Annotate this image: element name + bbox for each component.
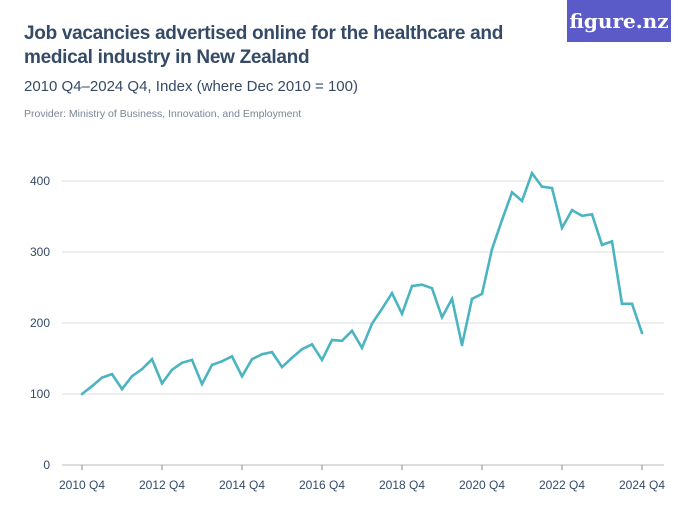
x-tick-label: 2012 Q4 <box>139 478 185 492</box>
data-point <box>390 291 394 295</box>
data-point <box>350 329 354 333</box>
data-point <box>410 284 414 288</box>
data-point <box>280 365 284 369</box>
x-tick-label: 2020 Q4 <box>459 478 505 492</box>
data-point <box>590 213 594 216</box>
data-point <box>400 312 404 316</box>
data-point <box>260 352 264 356</box>
data-point <box>130 374 134 378</box>
data-point <box>150 357 154 361</box>
data-point <box>530 171 534 175</box>
data-point <box>580 214 584 218</box>
data-point <box>370 322 374 326</box>
data-point <box>220 360 224 363</box>
data-point <box>100 376 104 379</box>
data-point <box>480 292 484 296</box>
data-point <box>310 343 314 346</box>
data-point <box>170 368 174 372</box>
data-point <box>490 247 494 251</box>
x-tick-label: 2022 Q4 <box>539 478 585 492</box>
data-point <box>420 283 424 286</box>
chart-title: Job vacancies advertised online for the … <box>24 23 504 68</box>
data-point <box>290 356 294 360</box>
data-point <box>610 240 614 243</box>
data-point <box>620 302 624 306</box>
data-point <box>140 367 144 371</box>
y-tick-label: 400 <box>30 174 50 188</box>
data-point <box>250 357 254 361</box>
data-point <box>450 297 454 301</box>
data-point <box>560 226 564 230</box>
data-point <box>80 392 84 396</box>
data-point <box>210 363 214 367</box>
x-tick-label: 2014 Q4 <box>219 478 265 492</box>
y-tick-label: 0 <box>43 458 50 472</box>
data-point <box>180 361 184 365</box>
data-point <box>500 218 504 222</box>
chart-subtitle: 2010 Q4–2024 Q4, Index (where Dec 2010 =… <box>24 78 358 95</box>
data-point <box>200 382 204 386</box>
data-point <box>360 346 364 350</box>
x-tick-label: 2018 Q4 <box>379 478 425 492</box>
data-series-line <box>81 170 644 396</box>
data-point <box>160 382 164 385</box>
data-point <box>440 316 444 319</box>
x-tick-label: 2010 Q4 <box>59 478 105 492</box>
data-point <box>460 343 464 347</box>
data-point <box>240 374 244 378</box>
y-tick-label: 100 <box>30 387 50 401</box>
data-point <box>510 191 514 194</box>
data-point <box>570 208 574 212</box>
data-point <box>190 358 194 362</box>
data-point <box>380 307 384 311</box>
x-tick-label: 2016 Q4 <box>299 478 345 492</box>
y-tick-label: 200 <box>30 316 50 330</box>
data-point <box>320 358 324 362</box>
data-point <box>330 338 334 342</box>
data-point <box>640 331 644 335</box>
data-point <box>520 199 524 203</box>
data-point <box>300 347 304 351</box>
data-point <box>110 372 114 376</box>
data-point <box>540 185 544 188</box>
y-tick-label: 300 <box>30 245 50 259</box>
data-point <box>470 297 474 301</box>
data-point <box>270 350 274 354</box>
data-point <box>550 186 554 190</box>
data-point <box>600 243 604 247</box>
figure-nz-logo[interactable]: figure.nz <box>567 0 671 42</box>
data-point <box>630 302 634 306</box>
x-tick-label: 2024 Q4 <box>619 478 665 492</box>
data-point <box>340 339 344 343</box>
provider-text: Provider: Ministry of Business, Innovati… <box>24 108 302 120</box>
data-point <box>120 387 124 391</box>
data-point <box>90 384 94 388</box>
data-point <box>230 355 234 358</box>
data-point <box>430 286 434 290</box>
